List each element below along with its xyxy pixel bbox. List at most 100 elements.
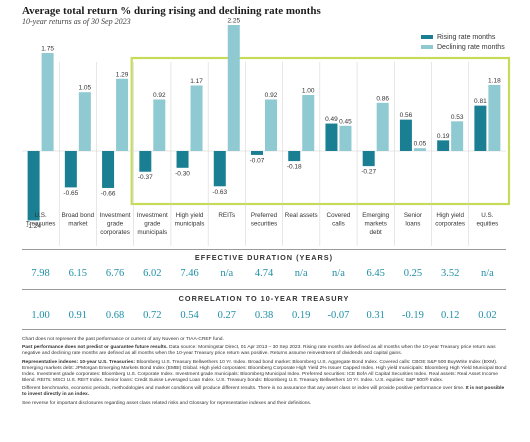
rising-bar [362, 151, 375, 167]
rising-bar [139, 151, 152, 172]
category-label: Real assets [285, 212, 318, 219]
declining-value-label: 0.92 [153, 92, 166, 99]
rising-value-label: -0.07 [250, 157, 265, 164]
correlation-value: 0.38 [254, 310, 274, 321]
rising-value-label: 0.81 [474, 98, 487, 105]
duration-value: 0.25 [403, 268, 423, 279]
footnote-data-source: Past performance does not predict or gua… [22, 345, 496, 357]
category-label: Investment grade corporates [100, 212, 131, 236]
rising-bar [437, 140, 450, 151]
chart-title: Average total return % during rising and… [22, 5, 321, 17]
correlation-heading: CORRELATION TO 10-YEAR TREASURY [178, 294, 350, 303]
duration-value: 7.46 [180, 268, 199, 279]
bar-chart: -1.24 -0.65 -0.66 -0.37 -0.30 -0.63 -0.07 -0.18… [22, 18, 511, 246]
rising-value-label: -0.30 [175, 170, 190, 177]
correlation-value: 0.68 [105, 310, 125, 321]
declining-value-label: 1.05 [79, 85, 92, 92]
declining-bar [413, 148, 426, 151]
declining-bar [488, 84, 501, 151]
rising-value-label: -0.37 [138, 174, 153, 181]
rising-value-label: 0.19 [437, 133, 450, 140]
correlation-value: -0.19 [401, 310, 424, 321]
table-divider-middle [22, 289, 506, 290]
declining-value-label: 1.00 [302, 88, 315, 95]
declining-bar [116, 78, 129, 151]
declining-bar [153, 99, 166, 151]
category-label: High yield municipals [175, 212, 205, 228]
highlight-box [130, 56, 511, 206]
declining-value-label: 0.92 [265, 92, 278, 99]
declining-value-label: 1.75 [41, 46, 54, 53]
duration-value: 6.45 [366, 268, 385, 279]
legend-label-declining: Declining rate months [437, 43, 505, 51]
footnote-reverse: See reverse for important disclosures re… [22, 400, 312, 406]
declining-value-label: 1.29 [116, 71, 129, 78]
correlation-value: 0.19 [292, 310, 311, 321]
legend-swatch-declining [421, 45, 433, 49]
duration-value: 7.98 [31, 268, 50, 279]
legend-swatch-rising [421, 35, 433, 39]
correlation-value: 0.54 [180, 310, 199, 321]
declining-value-label: 2.25 [227, 18, 240, 25]
correlation-value: 0.12 [440, 310, 460, 321]
category-label: Preferred securities [251, 212, 278, 228]
rising-value-label: -0.18 [287, 164, 302, 171]
rising-value-label: -1.24 [26, 223, 41, 230]
rising-bar [176, 151, 189, 168]
declining-bar [190, 85, 203, 151]
rising-value-label: -0.65 [63, 190, 78, 197]
legend-item-rising: Rising rate months [421, 32, 505, 42]
rising-value-label: -0.27 [361, 169, 376, 176]
duration-value: 6.15 [68, 268, 88, 279]
footnote-benchmarks: Different benchmarks, economic periods, … [22, 386, 505, 398]
declining-bar [376, 102, 389, 151]
duration-value: 6.02 [143, 268, 162, 279]
declining-bar [451, 121, 464, 151]
declining-value-label: 1.18 [488, 77, 501, 84]
correlation-row: 1.00 0.91 0.68 0.72 0.54 0.27 0.38 0.19 -0.07 0.3… [22, 310, 506, 326]
footnote-indexes: Representative indexes: 10-year U.S. Tre… [22, 359, 507, 383]
rising-value-label: 0.49 [325, 116, 338, 123]
duration-value: n/a [294, 268, 308, 279]
footnote-disclaimer: Chart does not represent the past perfor… [22, 337, 224, 342]
correlation-value: 0.27 [217, 310, 236, 321]
correlation-value: 1.00 [31, 310, 50, 321]
footnotes: Chart does not represent the past perfor… [22, 337, 508, 409]
declining-bar [339, 125, 352, 151]
declining-value-label: 0.53 [451, 114, 464, 121]
category-label: U.S. Treasuries [26, 212, 56, 228]
category-label: Investment grade municipals [137, 212, 168, 236]
table-divider-bottom [22, 329, 506, 330]
rising-bar [102, 151, 115, 188]
category-label: Senior loans [404, 212, 422, 228]
chart-subtitle: 10-year returns as of 30 Sep 2023 [22, 17, 131, 26]
duration-value: 3.52 [440, 268, 460, 279]
duration-value: 6.76 [105, 268, 125, 279]
rising-bar [27, 151, 40, 221]
legend-item-declining: Declining rate months [421, 42, 505, 52]
correlation-value: 0.31 [366, 310, 385, 321]
declining-bar [78, 92, 91, 151]
duration-value: 4.74 [254, 268, 274, 279]
declining-value-label: 1.17 [190, 78, 203, 85]
chart-legend: Rising rate months Declining rate months [421, 32, 505, 52]
correlation-value: -0.07 [327, 310, 350, 321]
correlation-value: 0.91 [68, 310, 88, 321]
category-label: Emerging markets debt [362, 212, 389, 236]
category-label: U.S. equities [477, 212, 499, 228]
rising-bar [64, 151, 77, 188]
declining-bar [265, 99, 277, 151]
declining-value-label: 0.45 [339, 118, 352, 125]
duration-value: n/a [480, 268, 494, 279]
category-label: Broad bond market [62, 212, 95, 228]
rising-value-label: 0.56 [400, 112, 413, 119]
duration-value: n/a [220, 268, 234, 279]
correlation-value: 0.02 [478, 310, 497, 321]
declining-bar [227, 25, 240, 151]
declining-bar [41, 53, 54, 151]
category-label: High yield corporates [435, 212, 465, 228]
duration-heading: EFFECTIVE DURATION (YEARS) [194, 253, 334, 262]
rising-value-label: -0.63 [212, 189, 227, 196]
rising-value-label: -0.66 [101, 190, 116, 197]
rising-bar [399, 119, 412, 151]
